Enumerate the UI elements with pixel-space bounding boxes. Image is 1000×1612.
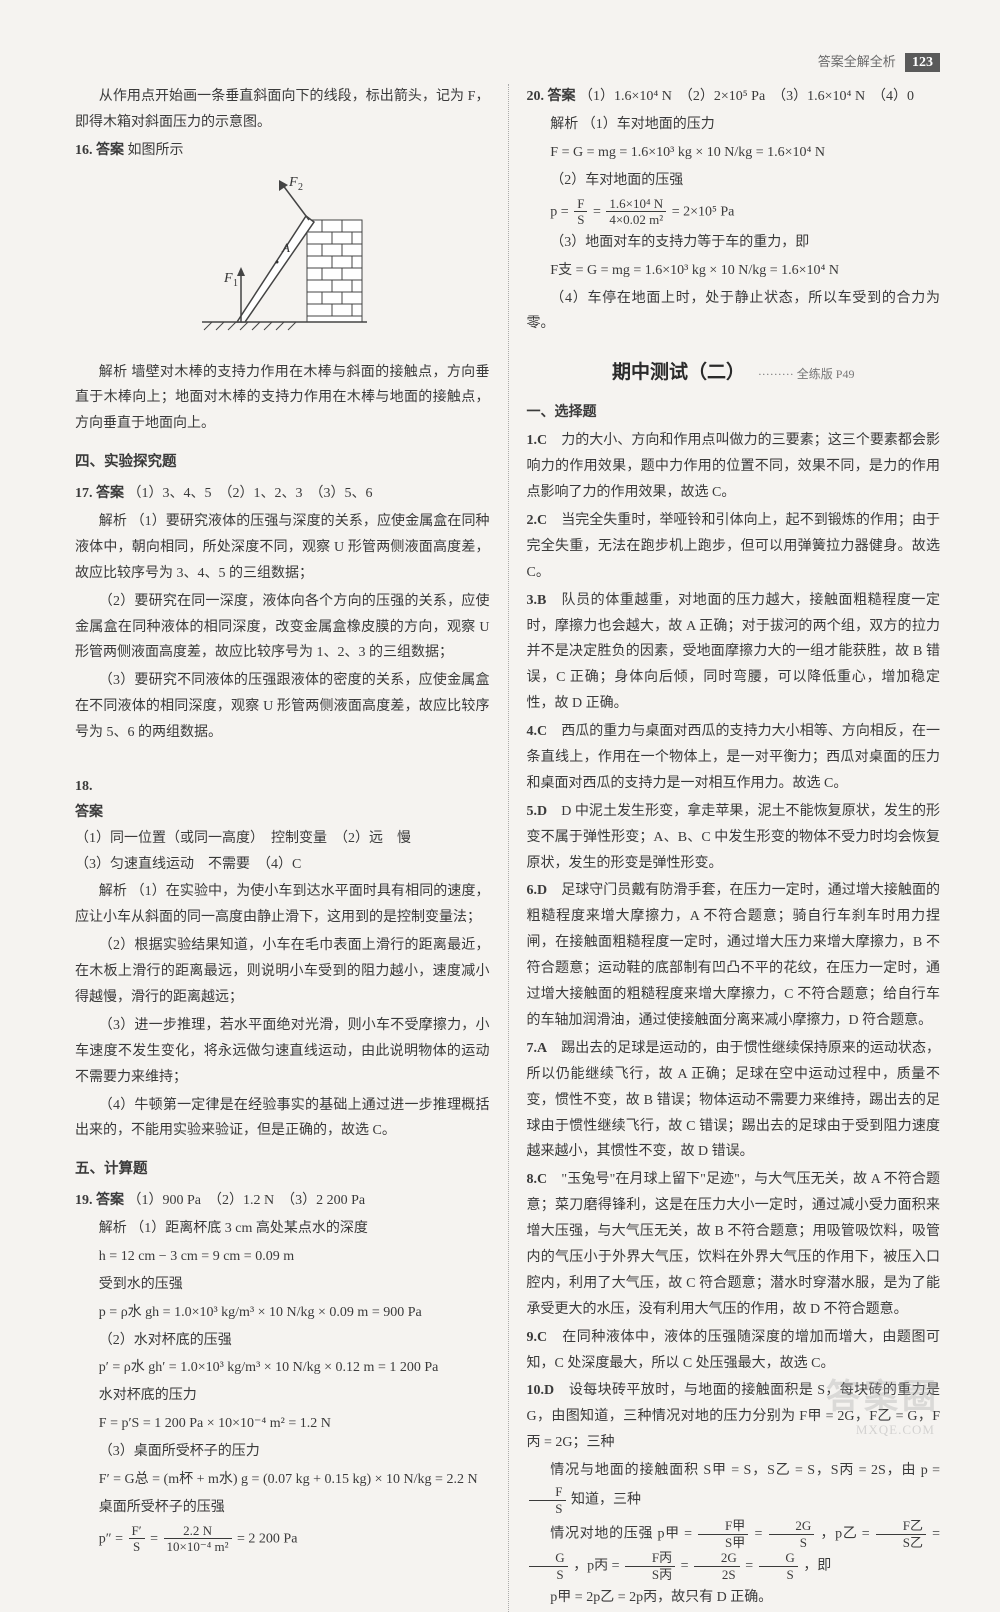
q17-exp-head: 解析 （1）要研究液体的压强与深度的关系，应使金属盒在同种液体中，朝向相同，所处…	[75, 509, 490, 587]
q20-f2: p = FS = 1.6×10⁴ N4×0.02 m² = 2×10⁵ Pa	[527, 196, 941, 228]
q17-p2: （2）要研究在同一深度，液体向各个方向的压强的关系，应使金属盒在同种液体的相同深…	[75, 589, 490, 667]
q16-exp-text: 墙壁对木棒的支持力作用在木棒与斜面的接触点，方向垂直于木棒向上；地面对木棒的支持…	[75, 365, 490, 432]
q20-f1: F = G = mg = 1.6×10³ kg × 10 N/kg = 1.6×…	[527, 140, 941, 166]
svg-text:2: 2	[298, 182, 303, 193]
choice-10: 10.D 设每块砖平放时，与地面的接触面积是 S，每块砖的重力是 G，由图知道，…	[527, 1378, 941, 1456]
q15-tail: 从作用点开始画一条垂直斜面向下的线段，标出箭头，记为 F，即得木箱对斜面压力的示…	[75, 84, 490, 136]
header-label: 答案全解全析	[818, 54, 896, 69]
q16-exp-label: 解析	[99, 365, 128, 380]
q19-f5: F′ = G总 = (m杯 + m水) g = (0.07 kg + 0.15 …	[75, 1467, 490, 1493]
svg-text:1: 1	[233, 278, 238, 289]
q18-p3: （3）进一步推理，若水平面绝对光滑，则小车不受摩擦力，小车速度不发生变化，将永远…	[75, 1013, 490, 1091]
right-column: 20. 答案 （1）1.6×10⁴ N （2）2×10⁵ Pa （3）1.6×1…	[508, 84, 941, 1612]
q18-exp-head: 解析 （1）在实验中，为使小车到达水平面时具有相同的速度，应让小车从斜面的同一高…	[75, 879, 490, 931]
choice-10-l3: 情况对地的压强 p甲 = F甲S甲 = 2GS ，p乙 = F乙S乙 = GS …	[527, 1518, 941, 1582]
q19-p5: （3）桌面所受杯子的压力	[75, 1439, 490, 1465]
q20-p2: （2）车对地面的压强	[527, 168, 941, 194]
svg-text:F: F	[288, 175, 298, 190]
choice-3: 3.B 队员的体重越重，对地面的压力越大，接触面粗糙程度一定时，摩擦力也会越大，…	[527, 588, 941, 717]
section-choice: 一、选择题	[527, 400, 941, 426]
q16-exp: 解析 墙壁对木棒的支持力作用在木棒与斜面的接触点，方向垂直于木棒向上；地面对木棒…	[75, 360, 490, 438]
q19-p3: （2）水对杯底的压强	[75, 1328, 490, 1354]
q19-f2: p = ρ水 gh = 1.0×10³ kg/m³ × 10 N/kg × 0.…	[75, 1300, 490, 1326]
q18-p4: （4）牛顿第一定律是在经验事实的基础上通过进一步推理概括出来的，不能用实验来验证…	[75, 1093, 490, 1145]
q20-p4: （4）车停在地面上时，处于静止状态，所以车受到的合力为零。	[527, 286, 941, 338]
choice-10-l4: p甲 = 2p乙 = 2p丙，故只有 D 正确。	[527, 1585, 941, 1611]
q18-p2: （2）根据实验结果知道，小车在毛巾表面上滑行的距离最近，在木板上滑行的距离最远，…	[75, 933, 490, 1011]
q19-exp-head: 解析 （1）距离杯底 3 cm 高处某点水的深度	[75, 1216, 490, 1242]
q16: 16. 答案 如图所示	[75, 138, 490, 164]
left-column: 从作用点开始画一条垂直斜面向下的线段，标出箭头，记为 F，即得木箱对斜面压力的示…	[75, 84, 508, 1612]
choice-9: 9.C 在同种液体中，液体的压强随深度的增加而增大，由题图可知，C 处深度最大，…	[527, 1325, 941, 1377]
q20: 20. 答案 （1）1.6×10⁴ N （2）2×10⁵ Pa （3）1.6×1…	[527, 84, 941, 110]
q16-figure: F 1 F 2 A	[75, 172, 490, 352]
q19-p2: 受到水的压强	[75, 1272, 490, 1298]
q19-f1: h = 12 cm − 3 cm = 9 cm = 0.09 m	[75, 1244, 490, 1270]
q17: 17. 答案 （1）3、4、5 （2）1、2、3 （3）5、6	[75, 481, 490, 507]
choice-5: 5.D D 中泥土发生形变，拿走苹果，泥土不能恢复原状，发生的形变不属于弹性形变…	[527, 799, 941, 877]
q16-num: 16.	[75, 143, 93, 158]
q19-p6: 桌面所受杯子的压强	[75, 1495, 490, 1521]
q18: 18. 答案 （1）同一位置（或同一高度） 控制变量 （2）远 慢 （3）匀速直…	[75, 748, 490, 877]
q19-f6: p″ = F′S = 2.2 N10×10⁻⁴ m² = 2 200 Pa	[75, 1523, 490, 1555]
midterm-title: 期中测试（二） ········· 全练版 P49	[527, 355, 941, 390]
section-5: 五、计算题	[75, 1156, 490, 1183]
q20-p3: （3）地面对车的支持力等于车的重力，即	[527, 230, 941, 256]
q19: 19. 答案 （1）900 Pa （2）1.2 N （3）2 200 Pa	[75, 1188, 490, 1214]
section-4: 四、实验探究题	[75, 449, 490, 476]
choice-1: 1.C 力的大小、方向和作用点叫做力的三要素；这三个要素都会影响力的作用效果，题…	[527, 428, 941, 506]
q19-p4: 水对杯底的压力	[75, 1383, 490, 1409]
choice-7: 7.A 踢出去的足球是运动的，由于惯性继续保持原来的运动状态，所以仍能继续飞行，…	[527, 1036, 941, 1165]
q16-ans-label: 答案	[96, 143, 124, 158]
q17-p3: （3）要研究不同液体的压强跟液体的密度的关系，应使金属盒在不同液体的相同深度，观…	[75, 668, 490, 746]
svg-text:F: F	[223, 271, 233, 286]
choice-2: 2.C 当完全失重时，举哑铃和引体向上，起不到锻炼的作用；由于完全失重，无法在跑…	[527, 508, 941, 586]
page-header: 答案全解全析 123	[818, 50, 940, 76]
q16-ans: 如图所示	[128, 143, 184, 158]
choice-8: 8.C "玉兔号"在月球上留下"足迹"，与大气压无关，故 A 不符合题意；菜刀磨…	[527, 1167, 941, 1322]
choice-10-l2: 情况与地面的接触面积 S甲 = S，S乙 = S，S丙 = 2S，由 p = F…	[527, 1458, 941, 1516]
page-number: 123	[905, 53, 940, 72]
choice-4: 4.C 西瓜的重力与桌面对西瓜的支持力大小相等、方向相反，在一条直线上，作用在一…	[527, 719, 941, 797]
q20-exp: 解析 （1）车对地面的压力	[527, 112, 941, 138]
choice-6: 6.D 足球守门员戴有防滑手套，在压力一定时，通过增大接触面的粗糙程度来增大摩擦…	[527, 878, 941, 1033]
q19-f4: F = p′S = 1 200 Pa × 10×10⁻⁴ m² = 1.2 N	[75, 1411, 490, 1437]
q20-f3: F支 = G = mg = 1.6×10³ kg × 10 N/kg = 1.6…	[527, 258, 941, 284]
svg-text:A: A	[281, 240, 290, 255]
q19-f3: p′ = ρ水 gh′ = 1.0×10³ kg/m³ × 10 N/kg × …	[75, 1355, 490, 1381]
